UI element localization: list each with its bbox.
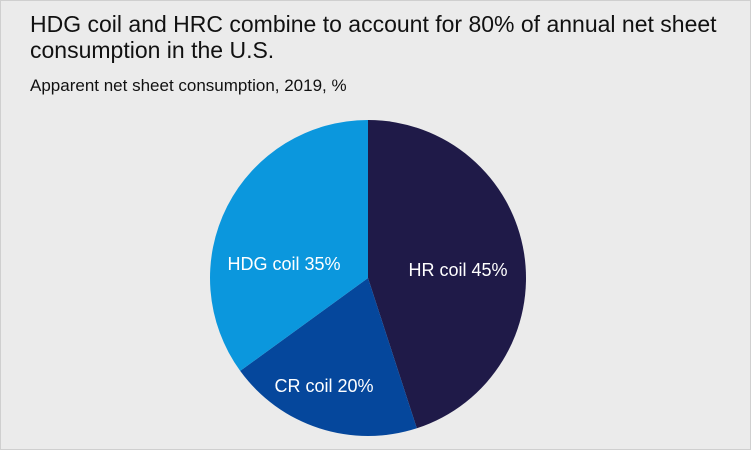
slice-label-hr-coil: HR coil 45% bbox=[408, 260, 507, 280]
pie-labels: HR coil 45% CR coil 20% HDG coil 35% bbox=[227, 254, 507, 396]
pie-slice-hr-coil bbox=[368, 120, 527, 429]
pie-slice-cr-coil bbox=[240, 278, 417, 436]
pie-slices bbox=[210, 120, 527, 436]
chart-title: HDG coil and HRC combine to account for … bbox=[30, 11, 717, 63]
slice-label-hdg-coil: HDG coil 35% bbox=[227, 254, 340, 274]
pie-slice-hdg-coil bbox=[210, 120, 368, 371]
chart-subtitle: Apparent net sheet consumption, 2019, % bbox=[30, 76, 347, 95]
slice-label-cr-coil: CR coil 20% bbox=[274, 376, 373, 396]
